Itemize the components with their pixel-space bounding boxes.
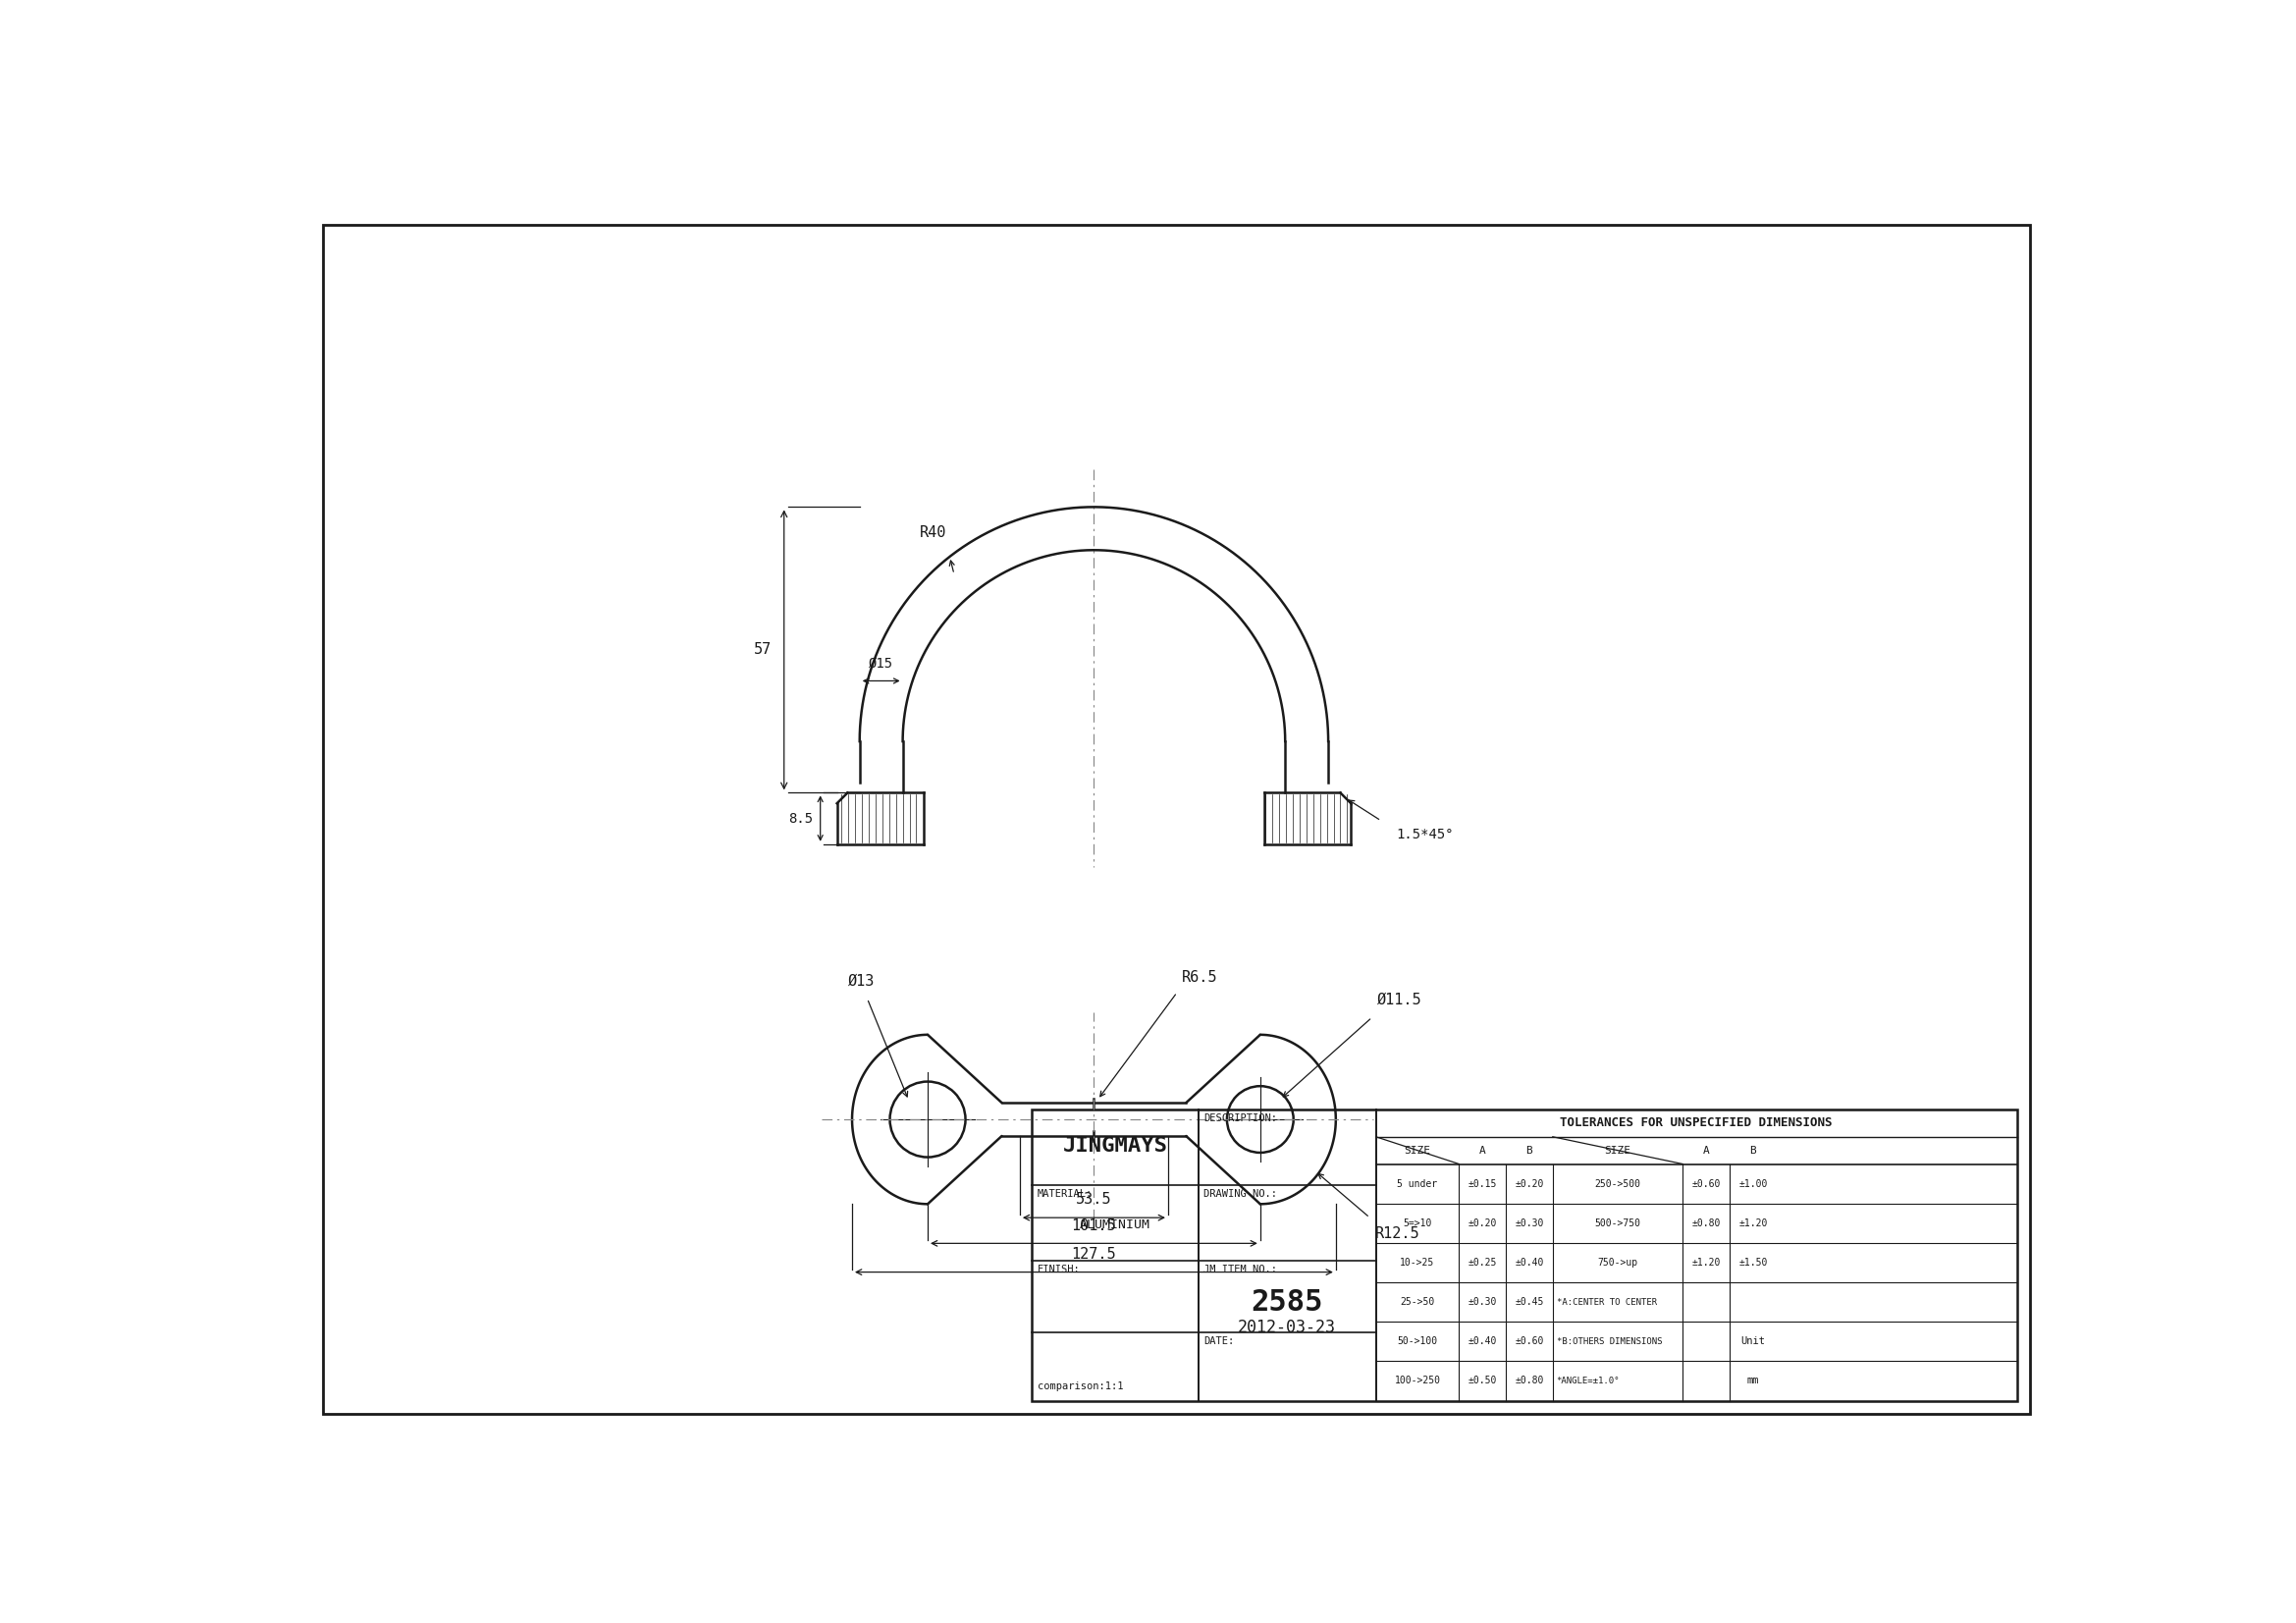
Text: *A:CENTER TO CENTER: *A:CENTER TO CENTER	[1557, 1298, 1658, 1307]
Text: ALUMINIUM: ALUMINIUM	[1079, 1219, 1150, 1230]
Text: Ø15: Ø15	[868, 657, 893, 670]
Text: ±1.20: ±1.20	[1738, 1219, 1768, 1229]
Text: 500->750: 500->750	[1596, 1219, 1642, 1229]
Text: ±0.60: ±0.60	[1692, 1178, 1720, 1188]
Text: ±1.00: ±1.00	[1738, 1178, 1768, 1188]
Text: 25->50: 25->50	[1401, 1297, 1435, 1307]
Bar	[1031, 1110, 2016, 1401]
Text: ±0.40: ±0.40	[1515, 1258, 1543, 1268]
Text: ±0.50: ±0.50	[1467, 1376, 1497, 1386]
Text: JINGMAYS: JINGMAYS	[1063, 1136, 1169, 1156]
Text: 5 under: 5 under	[1398, 1178, 1437, 1188]
Text: TOLERANCES FOR UNSPECIFIED DIMENSIONS: TOLERANCES FOR UNSPECIFIED DIMENSIONS	[1561, 1117, 1832, 1130]
Text: ±0.80: ±0.80	[1692, 1219, 1720, 1229]
Text: ±0.25: ±0.25	[1467, 1258, 1497, 1268]
Text: DATE:: DATE:	[1203, 1336, 1235, 1345]
Text: 100->250: 100->250	[1394, 1376, 1440, 1386]
Text: 250->500: 250->500	[1596, 1178, 1642, 1188]
Text: 2012-03-23: 2012-03-23	[1238, 1319, 1336, 1337]
Text: A: A	[1704, 1146, 1711, 1156]
Text: 50->100: 50->100	[1398, 1337, 1437, 1347]
Text: ±0.30: ±0.30	[1515, 1219, 1543, 1229]
Text: Unit: Unit	[1740, 1337, 1766, 1347]
Text: MATERIAL:: MATERIAL:	[1038, 1190, 1093, 1199]
Text: 127.5: 127.5	[1072, 1246, 1116, 1261]
Text: 53.5: 53.5	[1077, 1193, 1111, 1208]
Text: DRAWING NO.:: DRAWING NO.:	[1203, 1190, 1277, 1199]
Text: SIZE: SIZE	[1605, 1146, 1630, 1156]
Text: DESCRIPTION:: DESCRIPTION:	[1203, 1113, 1277, 1123]
Text: R6.5: R6.5	[1182, 971, 1217, 985]
Text: B: B	[1750, 1146, 1756, 1156]
Text: mm: mm	[1747, 1376, 1759, 1386]
Text: Ø13: Ø13	[847, 974, 875, 988]
Text: A: A	[1479, 1146, 1486, 1156]
Text: ±0.40: ±0.40	[1467, 1337, 1497, 1347]
Text: ±0.20: ±0.20	[1515, 1178, 1543, 1188]
Text: ±0.80: ±0.80	[1515, 1376, 1543, 1386]
Text: 101.5: 101.5	[1072, 1217, 1116, 1233]
Text: R12.5: R12.5	[1375, 1227, 1419, 1242]
Text: 57: 57	[753, 643, 771, 657]
Text: ±0.45: ±0.45	[1515, 1297, 1543, 1307]
Text: R40: R40	[921, 526, 946, 540]
Text: *B:OTHERS DIMENSIONS: *B:OTHERS DIMENSIONS	[1557, 1337, 1662, 1345]
Text: ±0.30: ±0.30	[1467, 1297, 1497, 1307]
Text: ±1.50: ±1.50	[1738, 1258, 1768, 1268]
Text: 2585: 2585	[1251, 1289, 1322, 1316]
Text: 5=>10: 5=>10	[1403, 1219, 1433, 1229]
Text: JM ITEM NO.:: JM ITEM NO.:	[1203, 1264, 1277, 1274]
Text: B: B	[1527, 1146, 1534, 1156]
Text: ±0.20: ±0.20	[1467, 1219, 1497, 1229]
Text: SIZE: SIZE	[1405, 1146, 1430, 1156]
Text: ±1.20: ±1.20	[1692, 1258, 1720, 1268]
Text: 10->25: 10->25	[1401, 1258, 1435, 1268]
Text: 8.5: 8.5	[788, 812, 813, 826]
Text: FINISH:: FINISH:	[1038, 1264, 1079, 1274]
Text: *ANGLE=±1.0°: *ANGLE=±1.0°	[1557, 1376, 1619, 1386]
Text: comparison:1:1: comparison:1:1	[1038, 1381, 1123, 1391]
Text: ±0.60: ±0.60	[1515, 1337, 1543, 1347]
Text: 750->up: 750->up	[1598, 1258, 1637, 1268]
Text: 1.5*45°: 1.5*45°	[1396, 828, 1453, 841]
Text: ±0.15: ±0.15	[1467, 1178, 1497, 1188]
Text: Ø11.5: Ø11.5	[1378, 993, 1421, 1008]
